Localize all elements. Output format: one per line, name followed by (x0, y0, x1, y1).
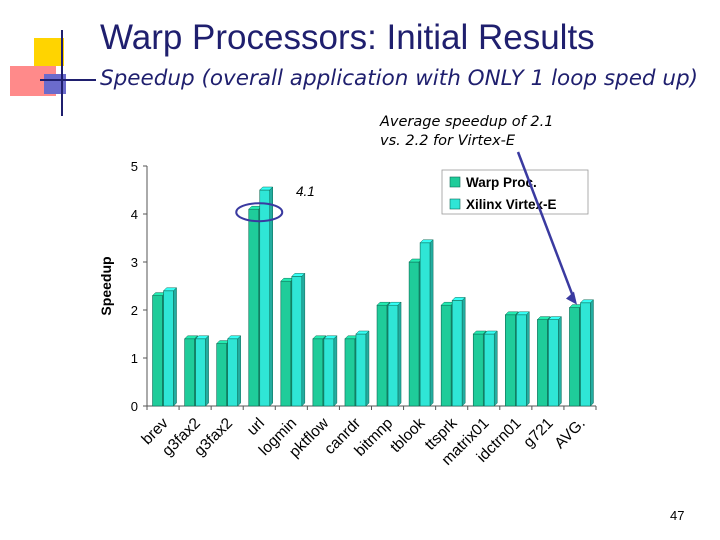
bar-warp (312, 338, 324, 407)
corner-decoration (10, 30, 96, 116)
bar-side (526, 311, 530, 407)
bar-side (269, 186, 273, 407)
bar-warp (537, 319, 548, 407)
bar-warp (344, 338, 356, 407)
bar-warp (376, 304, 388, 407)
annotation-arrow (516, 151, 577, 303)
bar-virtex (580, 302, 591, 407)
bar-side (173, 287, 177, 407)
bar-side (461, 296, 466, 407)
bar-warp (184, 338, 195, 407)
bar-virtex (387, 304, 399, 407)
legend-label: Warp Proc. (466, 175, 537, 190)
arrow-head (565, 291, 577, 305)
bar-side (365, 330, 370, 407)
y-axis-label: Speedup (98, 256, 114, 315)
annotation-line-2: vs. 2.2 for Virtex-E (380, 133, 516, 149)
x-category-label: g721 (520, 415, 556, 451)
callout-ellipse (235, 202, 284, 223)
bar-virtex (227, 338, 238, 407)
y-tick-label: 0 (131, 399, 138, 414)
bar-warp (408, 261, 420, 407)
bar-side (301, 272, 306, 407)
legend-label: Xilinx Virtex-E (466, 197, 557, 212)
bar-virtex (259, 189, 271, 407)
y-tick-label: 3 (131, 255, 138, 270)
bar-virtex (451, 300, 463, 407)
bar-side (333, 335, 338, 407)
annotation-line-1: Average speedup of 2.1 (380, 114, 554, 130)
bar-virtex (516, 314, 527, 407)
bar-warp (280, 280, 292, 407)
bar-warp (472, 333, 484, 407)
bar-virtex (291, 276, 303, 407)
bar-warp (440, 304, 452, 407)
bar-side (397, 301, 402, 407)
bar-side (590, 299, 594, 407)
deco-yellow-square (34, 38, 64, 66)
bar-virtex (355, 333, 367, 407)
bar-side (558, 315, 562, 407)
bar-warp (152, 295, 163, 407)
x-category-label: AVG. (551, 415, 588, 452)
legend-box (441, 169, 589, 215)
x-category-label: url (244, 415, 268, 439)
bar-side (205, 335, 209, 407)
bar-virtex (195, 338, 206, 407)
y-tick-label: 2 (131, 303, 138, 318)
bar-warp (569, 307, 580, 407)
x-category-label: tblook (387, 415, 428, 456)
average-speedup-annotation: Average speedup of 2.1 vs. 2.2 for Virte… (380, 113, 553, 151)
bar-side (237, 335, 241, 407)
bar-virtex (483, 333, 495, 407)
callout-value: 4.1 (296, 184, 315, 199)
bar-warp (216, 343, 227, 407)
slide-subtitle: Speedup (overall application with ONLY 1… (100, 66, 699, 91)
bar-side (429, 239, 434, 407)
legend-swatch (449, 198, 461, 210)
bar-virtex (323, 338, 335, 407)
page-number: 47 (670, 508, 685, 523)
y-tick-label: 1 (131, 351, 138, 366)
bar-side (494, 330, 498, 407)
bar-warp (505, 314, 516, 407)
legend-swatch (449, 176, 461, 188)
y-tick-label: 5 (131, 159, 138, 174)
bar-virtex (163, 290, 174, 407)
y-tick-label: 4 (131, 207, 138, 222)
bar-warp (248, 208, 260, 407)
bar-virtex (548, 319, 559, 407)
slide-title: Warp Processors: Initial Results (100, 18, 595, 57)
bar-virtex (419, 242, 431, 407)
